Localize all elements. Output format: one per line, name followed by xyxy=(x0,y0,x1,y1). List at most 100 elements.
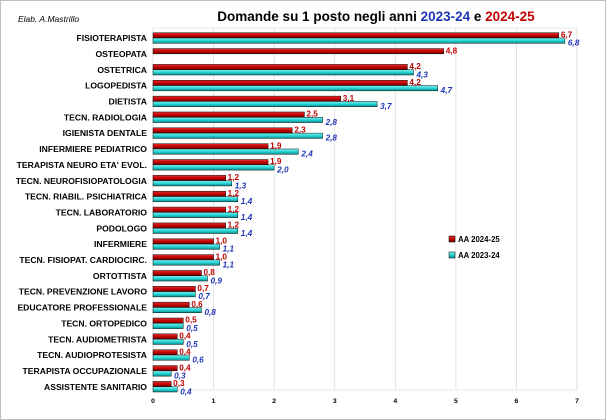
category-label: INFERMIERE xyxy=(94,239,147,249)
category-label: TECN. NEUROFISIOPATOLOGIA xyxy=(16,176,147,186)
value-label-2024-25: 1,0 xyxy=(216,236,228,245)
x-axis-ticks: 0 1 2 3 4 5 6 7 xyxy=(151,398,579,405)
legend: AA 2024-25 AA 2023-24 xyxy=(448,235,500,260)
value-label-2023-24: 4,7 xyxy=(440,86,453,95)
value-label-2024-25: 0,7 xyxy=(197,284,209,293)
bar-2023-24 xyxy=(152,164,275,171)
value-label-2023-24: 1,1 xyxy=(223,261,235,270)
bar-2023-24 xyxy=(152,323,184,329)
x-tick-label: 6 xyxy=(515,398,519,405)
category-label: TECN. PREVENZIONE LAVORO xyxy=(19,287,148,297)
bar-2024-25 xyxy=(152,190,226,197)
value-label-2023-24: 0,7 xyxy=(198,292,210,301)
x-tick-label: 2 xyxy=(272,398,276,405)
category-label: TECN. RIABIL. PSICHIATRICA xyxy=(25,192,147,202)
bar-2023-24 xyxy=(152,354,190,361)
legend-label-2024: AA 2024-25 xyxy=(458,235,500,244)
category-label: TERAPISTA NEURO ETA' EVOL. xyxy=(17,160,147,170)
bar-2024-25 xyxy=(152,222,226,229)
value-label-2024-25: 0,4 xyxy=(179,363,191,372)
category-label: PODOLOGO xyxy=(96,223,147,233)
value-label-2024-25: 1,2 xyxy=(228,189,240,198)
category-label: TECN. ORTOPEDICO xyxy=(61,318,147,328)
value-label-2024-25: 0,6 xyxy=(191,300,203,309)
bar-2024-25 xyxy=(152,80,408,86)
value-label-2023-24: 0,3 xyxy=(174,371,186,380)
bar-2024-25 xyxy=(152,143,269,150)
bar-2023-24 xyxy=(152,196,239,203)
value-label-2024-25: 1,2 xyxy=(228,205,240,214)
category-label: TECN. AUDIOMETRISTA xyxy=(48,334,147,344)
value-label-2024-25: 1,9 xyxy=(270,157,282,166)
bar-2024-25 xyxy=(152,48,444,55)
value-label-2024-25: 1,2 xyxy=(228,221,240,230)
value-label-2023-24: 1,4 xyxy=(241,197,253,206)
value-label-2024-25: 0,3 xyxy=(173,379,185,388)
bar-2023-24 xyxy=(152,370,172,377)
category-label: TECN. FISIOPAT. CARDIOCIRC. xyxy=(19,255,147,265)
bar-2023-24 xyxy=(152,117,323,123)
x-tick-label: 5 xyxy=(454,398,458,405)
title-year-b: 2024-25 xyxy=(485,9,535,24)
credit-text: Elab. A.Mastrillo xyxy=(18,14,79,24)
legend-swatch-2023 xyxy=(448,251,456,259)
bar-2023-24 xyxy=(152,307,202,313)
value-label-2024-25: 0,4 xyxy=(179,347,191,356)
category-label: INFERMIERE PEDIATRICO xyxy=(39,144,147,154)
value-label-2023-24: 4,3 xyxy=(415,70,428,79)
bar-2023-24 xyxy=(152,37,566,44)
value-label-2024-25: 4,2 xyxy=(409,62,421,71)
value-label-2024-25: 1,9 xyxy=(270,141,282,150)
x-tick-label: 4 xyxy=(393,398,397,405)
bar-2023-24 xyxy=(152,180,232,187)
title-year-a: 2023-24 xyxy=(421,9,471,24)
value-label-2023-24: 2,0 xyxy=(276,165,289,174)
x-tick-label: 7 xyxy=(575,398,579,405)
bar-2023-24 xyxy=(152,386,178,393)
bar-2024-25 xyxy=(152,254,214,261)
value-label-2023-24: 6,8 xyxy=(568,39,580,48)
bar-2024-25 xyxy=(152,270,202,276)
value-label-2023-24: 1,4 xyxy=(241,213,253,222)
bar-2024-25 xyxy=(152,365,178,372)
bar-2024-25 xyxy=(152,95,341,102)
bar-2024-25 xyxy=(152,175,226,181)
category-label: ASSISTENTE SANITARIO xyxy=(44,382,147,392)
value-label-2024-25: 6,7 xyxy=(561,30,573,39)
bar-2024-25 xyxy=(152,32,560,39)
x-tick-label: 0 xyxy=(151,398,155,405)
value-label-2024-25: 4,2 xyxy=(409,78,421,87)
bar-2023-24 xyxy=(152,291,196,298)
value-label-2023-24: 3,7 xyxy=(380,102,392,111)
bar-2024-25 xyxy=(152,206,226,213)
value-label-2023-24: 0,5 xyxy=(186,324,198,333)
bar-2023-24 xyxy=(152,85,438,92)
value-label-2023-24: 0,5 xyxy=(186,340,198,349)
value-label-2024-25: 0,4 xyxy=(179,332,191,341)
bar-2024-25 xyxy=(152,64,408,70)
value-label-2023-24: 0,6 xyxy=(192,356,204,365)
category-label: TECN. RADIOLOGIA xyxy=(64,112,147,122)
value-label-2023-24: 2,4 xyxy=(300,150,313,159)
legend-label-2023: AA 2023-24 xyxy=(458,251,500,260)
value-label-2023-24: 2,8 xyxy=(325,134,338,143)
bar-2024-25 xyxy=(152,238,214,245)
category-label: OSTETRICA xyxy=(97,65,147,75)
x-tick-label: 3 xyxy=(333,398,337,405)
bar-2023-24 xyxy=(152,69,414,76)
value-labels: 6,76,8 4,8 4,24,34,2 4,7 3,1 3,7 2,5 2,8 2,3 2,8 1… xyxy=(173,30,580,396)
category-labels: FISIOTERAPISTA OSTEOPATA OSTETRICA LOGOPEDI… xyxy=(16,33,148,392)
category-label: ORTOTTISTA xyxy=(93,271,147,281)
category-label: LOGOPEDISTA xyxy=(85,81,147,91)
bar-2024-25 xyxy=(152,333,178,340)
category-label: FISIOTERAPISTA xyxy=(76,33,147,43)
value-label-2023-24: 1,4 xyxy=(241,229,253,238)
value-label-2023-24: 1,3 xyxy=(235,181,247,190)
category-label: TERAPISTA OCCUPAZIONALE xyxy=(23,366,148,376)
category-label: OSTEOPATA xyxy=(95,49,147,59)
category-label: TECN. AUDIOPROTESISTA xyxy=(37,350,147,360)
value-label-2024-25: 4,8 xyxy=(446,46,458,55)
bar-2024-25 xyxy=(152,159,269,166)
category-label: IGIENISTA DENTALE xyxy=(63,128,148,138)
